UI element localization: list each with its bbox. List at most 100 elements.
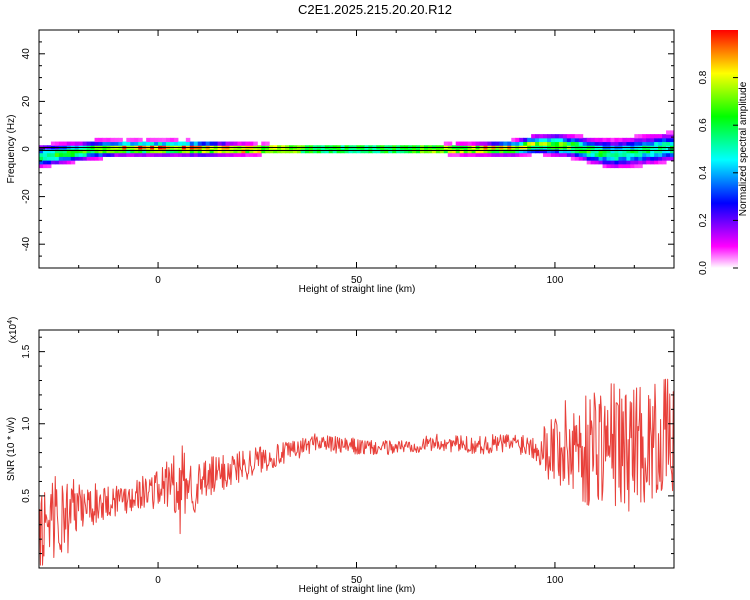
spectrogram-cell — [598, 152, 604, 157]
colorbar-ticks: 0.0 0.2 0.4 0.6 0.8 — [698, 70, 738, 275]
spectrogram-cell — [189, 149, 195, 154]
spectrogram-cell — [670, 137, 674, 143]
spectrogram-cell — [62, 149, 68, 154]
spectrogram-cell — [102, 149, 107, 154]
spectrogram-cell — [146, 141, 151, 146]
spectrogram-cell — [169, 149, 175, 154]
spectrogram-cell — [630, 163, 635, 169]
spectrogram-cell — [94, 137, 100, 143]
spectrogram-cell — [658, 141, 663, 146]
spectrogram-cell — [535, 137, 540, 143]
snr-line-series — [39, 378, 674, 566]
spectrogram-cell — [39, 149, 44, 154]
spectrogram-cell — [638, 160, 643, 165]
snr-scale-exponent: 4 — [7, 320, 14, 324]
spectrogram-x-tick-label: 50 — [351, 275, 363, 286]
spectrogram-cell — [550, 141, 556, 146]
spectrogram-cell — [455, 152, 461, 157]
spectrogram-cell — [110, 137, 115, 143]
spectrogram-cell — [507, 152, 512, 157]
spectrogram-cell — [110, 141, 115, 146]
spectrogram-cell — [638, 149, 643, 154]
spectrogram-cell — [150, 149, 155, 154]
spectrogram-cell — [610, 163, 615, 169]
spectrogram-cell — [650, 134, 655, 139]
spectrogram-cell — [58, 160, 64, 165]
spectrogram-cell — [610, 152, 615, 157]
spectrogram-cell — [193, 141, 199, 146]
snr-xlabel: Height of straight line (km) — [299, 584, 416, 595]
spectrogram-cell — [320, 149, 326, 154]
snr-x-tick-label: 0 — [155, 575, 161, 586]
spectrogram-cell — [574, 152, 580, 157]
colorbar-tick-label: 0.4 — [698, 165, 709, 179]
spectrogram-cell — [503, 149, 508, 154]
spectrogram-cell — [229, 152, 234, 157]
spectrogram-cell — [570, 137, 576, 143]
spectrogram-cell — [598, 156, 604, 161]
spectrogram-cell — [630, 160, 635, 165]
spectrogram-cell — [304, 149, 310, 154]
spectrogram-cell — [197, 141, 203, 146]
spectrogram-cell — [491, 141, 496, 146]
spectrogram-cell — [261, 149, 266, 154]
spectrogram-cell — [634, 134, 639, 139]
spectrogram-cell — [618, 149, 623, 154]
spectrogram-cell — [554, 149, 560, 154]
spectrogram-cell — [233, 152, 238, 157]
spectrogram-cell — [547, 152, 552, 157]
spectrogram-cell — [650, 152, 655, 157]
spectrogram-cell — [221, 152, 227, 157]
spectrogram-cell — [550, 137, 556, 143]
spectrogram-cell — [134, 149, 139, 154]
spectrogram-cell — [547, 137, 552, 143]
spectrogram-cell — [578, 152, 584, 157]
spectrogram-cell — [467, 141, 473, 146]
spectrogram-cell — [634, 149, 639, 154]
spectrogram-cell — [535, 141, 540, 146]
spectrogram-cell — [241, 149, 246, 154]
spectrogram-cell — [209, 149, 215, 154]
spectrogram-cell — [618, 137, 623, 143]
spectrogram-cell — [650, 149, 655, 154]
spectrogram-cell — [606, 137, 611, 143]
spectrogram-cell — [630, 156, 635, 161]
spectrogram-cell — [98, 141, 103, 146]
spectrogram-cell — [42, 156, 48, 161]
spectrogram-cell — [126, 152, 131, 157]
spectrogram-cell — [479, 152, 484, 157]
spectrogram-cell — [622, 163, 627, 169]
spectrogram-cell — [340, 149, 346, 154]
spectrogram-cell — [495, 149, 500, 154]
spectrogram-cell — [74, 141, 80, 146]
spectrogram-cell — [158, 149, 163, 154]
spectrogram-cell — [618, 141, 623, 146]
spectrogram-cell — [78, 156, 84, 161]
spectrogram-cell — [483, 141, 488, 146]
spectrogram-cell — [523, 149, 528, 154]
spectrogram-cell — [328, 149, 334, 154]
spectrogram-cell — [566, 152, 572, 157]
spectrogram-cell — [420, 149, 425, 154]
spectrogram-cell — [205, 149, 211, 154]
spectrogram-cell — [46, 152, 52, 157]
spectrogram-cell — [495, 141, 500, 146]
spectrogram-cell — [435, 149, 441, 154]
spectrogram-cell — [614, 156, 619, 161]
spectrogram-cell — [193, 149, 199, 154]
spectrogram-cell — [630, 149, 635, 154]
snr-x-tick-label: 50 — [351, 575, 363, 586]
spectrogram-cell — [221, 141, 227, 146]
spectrogram-cell — [241, 141, 246, 146]
spectrogram-cell — [475, 152, 481, 157]
spectrogram-cell — [138, 149, 143, 154]
spectrogram-cell — [598, 137, 604, 143]
spectrogram-cell — [39, 152, 44, 157]
spectrogram-cell — [602, 156, 608, 161]
spectrogram-cell — [225, 152, 230, 157]
spectrogram-cell — [443, 149, 449, 154]
spectrogram-cell — [535, 134, 540, 139]
spectrogram-cell — [471, 141, 477, 146]
spectrogram-cell — [626, 137, 631, 143]
spectrogram-cell — [58, 149, 64, 154]
